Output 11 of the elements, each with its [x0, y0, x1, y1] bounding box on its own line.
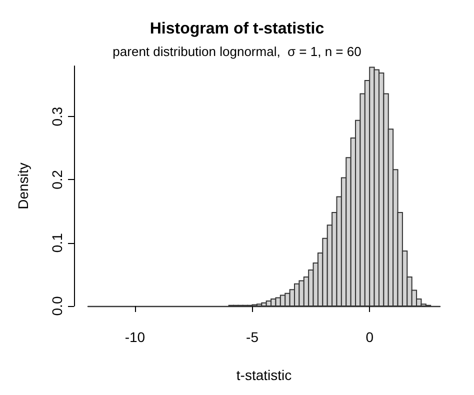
y-tick-label: 0.3 — [49, 106, 65, 126]
y-axis-title: Density — [15, 162, 31, 210]
y-tick-label: 0.0 — [49, 296, 65, 316]
x-axis-title: t-statistic — [236, 367, 292, 383]
x-tick-label: 0 — [366, 329, 374, 345]
y-tick-label: 0.1 — [49, 232, 65, 253]
y-tick-label: 0.2 — [49, 170, 65, 190]
x-tick-label: -10 — [124, 329, 146, 345]
chart-title: Histogram of t-statistic — [150, 20, 324, 38]
x-tick-label: -5 — [246, 329, 259, 345]
chart-subtitle: parent distribution lognormal, σ = 1, n = 60 — [112, 44, 362, 59]
